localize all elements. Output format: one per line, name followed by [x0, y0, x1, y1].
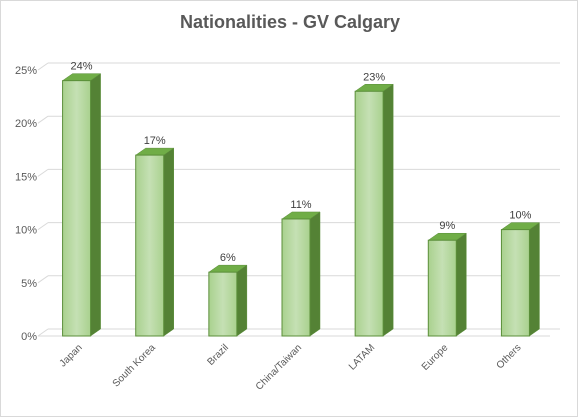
x-tick-label: Brazil	[206, 342, 231, 367]
x-tick-label: China/Taiwan	[254, 342, 304, 392]
chart-title: Nationalities - GV Calgary	[179, 12, 401, 32]
bar-front	[208, 271, 238, 337]
gridline-depth	[37, 168, 49, 177]
bar-side	[163, 147, 174, 337]
gridline-depth	[37, 222, 49, 231]
data-label: 23%	[363, 71, 385, 83]
gridline-depth	[37, 62, 49, 71]
x-tick-label: South Korea	[111, 342, 158, 389]
bar-front	[427, 239, 457, 337]
x-tick-label: Others	[495, 342, 524, 371]
y-tick-label: 0%	[21, 331, 37, 343]
data-label: 17%	[144, 135, 166, 147]
y-tick-label: 25%	[15, 65, 37, 77]
bar-side	[382, 83, 394, 337]
bar-front	[354, 90, 384, 337]
bar-front	[500, 229, 530, 337]
data-label: 11%	[290, 199, 311, 211]
gridline-depth	[37, 275, 49, 284]
data-label: 6%	[220, 252, 236, 264]
data-label: 9%	[439, 220, 455, 232]
y-tick-label: 20%	[15, 118, 37, 130]
bar-europe	[427, 232, 468, 337]
bar-side	[529, 222, 540, 337]
bar-side	[90, 73, 101, 337]
y-tick-label: 15%	[15, 171, 37, 183]
x-tick-label: Europe	[420, 342, 451, 373]
bar-others	[500, 222, 541, 337]
x-tick-label: Japan	[58, 342, 85, 369]
data-label: 24%	[71, 61, 93, 73]
gridline-depth	[37, 328, 49, 337]
data-label: 10%	[509, 210, 531, 222]
bar-front	[281, 218, 311, 337]
bar-front	[62, 80, 92, 337]
bar-brazil	[208, 264, 248, 337]
bar-japan	[61, 73, 102, 337]
bar-side	[236, 264, 248, 337]
x-tick-label: LATAM	[347, 342, 377, 372]
bar-south-korea	[134, 147, 175, 337]
gridline-depth	[37, 115, 49, 124]
bar-side	[309, 211, 321, 337]
bar-china-taiwan	[281, 211, 321, 337]
bar-front	[135, 154, 165, 337]
bar-side	[456, 232, 467, 337]
y-tick-label: 5%	[21, 278, 37, 290]
bar-latam	[354, 83, 394, 337]
y-tick-label: 10%	[15, 225, 37, 237]
